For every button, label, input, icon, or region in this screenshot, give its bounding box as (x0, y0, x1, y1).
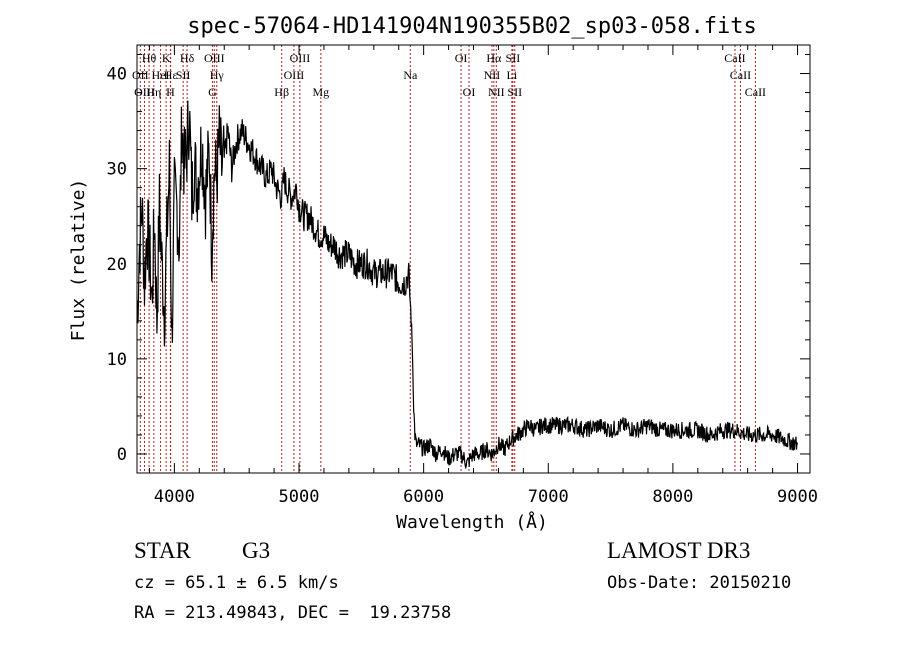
x-tick-label: 8000 (652, 487, 693, 507)
x-tick-label: 5000 (279, 487, 320, 507)
line-label: CaII (730, 68, 751, 82)
line-label: Li (507, 68, 518, 82)
y-axis-label: Flux (relative) (68, 179, 89, 342)
x-tick-label: 6000 (403, 487, 444, 507)
line-label: OI (463, 85, 476, 99)
line-label: Hε (164, 68, 178, 82)
y-tick-label: 40 (107, 65, 127, 85)
x-tick-label: 9000 (777, 487, 818, 507)
line-label: OIII (290, 51, 311, 65)
line-label: Mg (312, 85, 329, 99)
y-tick-label: 10 (107, 350, 127, 370)
line-label: H (166, 85, 175, 99)
observation-date: Obs-Date: 20150210 (607, 573, 792, 593)
chart-title: spec-57064-HD141904N190355B02_sp03-058.f… (187, 14, 757, 39)
emission-line-markers (139, 45, 756, 473)
line-label: Hθ (142, 51, 157, 65)
line-label: HeI (152, 68, 170, 82)
x-tick-label: 4000 (154, 487, 195, 507)
line-label: Hγ (210, 68, 225, 82)
line-label: OI (455, 51, 468, 65)
line-label: NII (488, 85, 505, 99)
line-label: Hη (146, 85, 161, 99)
line-label: OII (132, 68, 149, 82)
object-class: STAR (134, 538, 191, 563)
line-label: CaII (724, 51, 745, 65)
line-label: CaII (745, 85, 766, 99)
line-label: OIII (134, 85, 155, 99)
line-label: G (208, 85, 217, 99)
line-label: K (162, 51, 171, 65)
line-label: Hα (486, 51, 502, 65)
x-tick-label: 7000 (528, 487, 569, 507)
y-tick-label: 20 (107, 255, 127, 275)
survey-name: LAMOST DR3 (607, 538, 751, 563)
x-axis-label: Wavelength (Å) (396, 511, 548, 533)
plot-frame (136, 44, 811, 474)
x-axis-ticks: 4000 5000 6000 7000 8000 9000 (148, 45, 818, 507)
object-subclass: G3 (242, 538, 271, 563)
line-label: OIII (204, 51, 225, 65)
redshift-cz: cz = 65.1 ± 6.5 km/s (134, 573, 339, 593)
spectrum-series-line (136, 100, 799, 470)
line-label: Na (403, 68, 418, 82)
line-label: SII (506, 51, 521, 65)
line-label: NII (484, 68, 501, 82)
y-tick-label: 0 (117, 445, 127, 465)
line-label: OIII (284, 68, 305, 82)
line-label: SII (176, 68, 191, 82)
line-label: Hδ (180, 51, 195, 65)
coordinates: RA = 213.49843, DEC = 19.23758 (134, 603, 452, 623)
line-label: SII (507, 85, 522, 99)
y-tick-label: 30 (107, 160, 127, 180)
y-axis-ticks: 0 10 20 30 40 (107, 54, 810, 465)
line-label: Hβ (274, 85, 289, 99)
